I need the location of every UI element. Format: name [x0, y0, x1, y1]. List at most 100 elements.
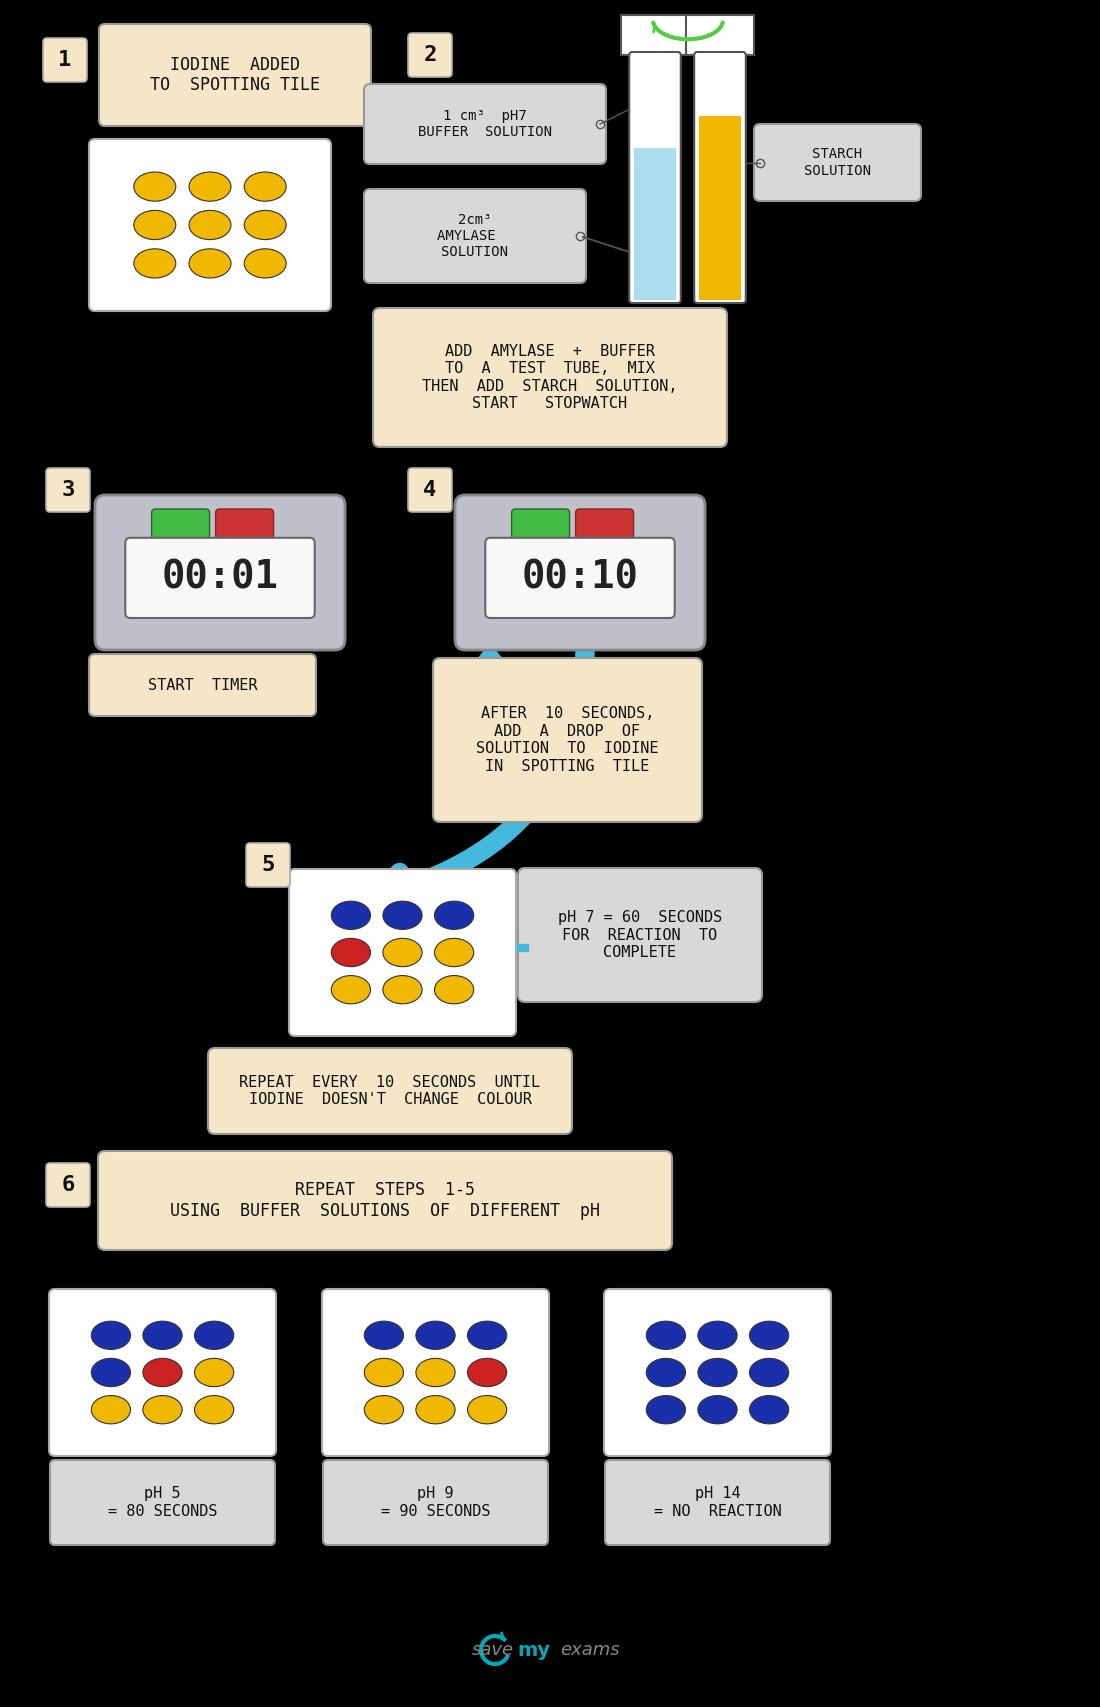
FancyArrowPatch shape — [478, 654, 502, 678]
Text: save: save — [472, 1640, 514, 1659]
Text: pH 9
= 90 SECONDS: pH 9 = 90 SECONDS — [381, 1487, 491, 1519]
Ellipse shape — [143, 1396, 183, 1424]
Bar — [634, 149, 675, 300]
FancyBboxPatch shape — [216, 509, 274, 539]
FancyBboxPatch shape — [364, 189, 586, 283]
Text: 3: 3 — [62, 480, 75, 500]
Text: START  TIMER: START TIMER — [147, 678, 257, 693]
Ellipse shape — [143, 1359, 183, 1386]
FancyBboxPatch shape — [46, 1162, 90, 1207]
FancyBboxPatch shape — [604, 1289, 830, 1456]
FancyBboxPatch shape — [485, 538, 674, 618]
Polygon shape — [620, 15, 690, 55]
FancyBboxPatch shape — [512, 509, 570, 539]
FancyBboxPatch shape — [95, 495, 345, 650]
Ellipse shape — [416, 1359, 455, 1386]
Ellipse shape — [468, 1396, 507, 1424]
Ellipse shape — [134, 172, 176, 201]
FancyBboxPatch shape — [694, 51, 746, 304]
Text: 00:10: 00:10 — [521, 558, 638, 597]
Text: pH 5
= 80 SECONDS: pH 5 = 80 SECONDS — [108, 1487, 218, 1519]
Ellipse shape — [331, 939, 371, 966]
FancyBboxPatch shape — [605, 1459, 830, 1545]
FancyBboxPatch shape — [455, 495, 705, 650]
Ellipse shape — [331, 976, 371, 1004]
Ellipse shape — [189, 210, 231, 239]
Ellipse shape — [434, 901, 474, 929]
Polygon shape — [685, 15, 755, 55]
Ellipse shape — [647, 1359, 685, 1386]
FancyBboxPatch shape — [575, 509, 634, 539]
Text: REPEAT  EVERY  10  SECONDS  UNTIL
IODINE  DOESN'T  CHANGE  COLOUR: REPEAT EVERY 10 SECONDS UNTIL IODINE DOE… — [240, 1075, 540, 1108]
Text: my: my — [517, 1640, 550, 1659]
Ellipse shape — [383, 976, 422, 1004]
Text: pH 7 = 60  SECONDS
FOR  REACTION  TO
COMPLETE: pH 7 = 60 SECONDS FOR REACTION TO COMPLE… — [558, 910, 722, 959]
Text: IODINE  ADDED
TO  SPOTTING TILE: IODINE ADDED TO SPOTTING TILE — [150, 56, 320, 94]
Ellipse shape — [134, 249, 176, 278]
Bar — [700, 116, 741, 300]
Ellipse shape — [749, 1396, 789, 1424]
Ellipse shape — [189, 249, 231, 278]
FancyBboxPatch shape — [89, 138, 331, 311]
FancyBboxPatch shape — [323, 1459, 548, 1545]
FancyBboxPatch shape — [89, 654, 316, 715]
FancyBboxPatch shape — [50, 1459, 275, 1545]
Ellipse shape — [749, 1359, 789, 1386]
Ellipse shape — [364, 1359, 404, 1386]
Ellipse shape — [91, 1359, 131, 1386]
FancyArrowPatch shape — [379, 574, 585, 905]
Ellipse shape — [244, 249, 286, 278]
Ellipse shape — [434, 976, 474, 1004]
FancyBboxPatch shape — [364, 84, 606, 164]
Ellipse shape — [468, 1359, 507, 1386]
Ellipse shape — [697, 1321, 737, 1350]
Ellipse shape — [195, 1321, 233, 1350]
Text: exams: exams — [560, 1640, 619, 1659]
FancyBboxPatch shape — [433, 657, 702, 823]
Ellipse shape — [189, 172, 231, 201]
Ellipse shape — [697, 1396, 737, 1424]
Text: pH 14
= NO  REACTION: pH 14 = NO REACTION — [653, 1487, 781, 1519]
Ellipse shape — [91, 1321, 131, 1350]
Text: 1: 1 — [58, 50, 72, 70]
Ellipse shape — [647, 1321, 685, 1350]
Text: STARCH
SOLUTION: STARCH SOLUTION — [804, 147, 871, 178]
Ellipse shape — [244, 172, 286, 201]
FancyBboxPatch shape — [246, 843, 290, 888]
Text: 2cm³
AMYLASE  
SOLUTION: 2cm³ AMYLASE SOLUTION — [438, 213, 513, 259]
Ellipse shape — [364, 1321, 404, 1350]
FancyBboxPatch shape — [46, 468, 90, 512]
Ellipse shape — [383, 939, 422, 966]
FancyBboxPatch shape — [43, 38, 87, 82]
Text: 5: 5 — [262, 855, 275, 876]
Text: 1 cm³  pH7
BUFFER  SOLUTION: 1 cm³ pH7 BUFFER SOLUTION — [418, 109, 552, 138]
Ellipse shape — [91, 1396, 131, 1424]
Ellipse shape — [383, 901, 422, 929]
Text: 6: 6 — [62, 1174, 75, 1195]
Text: REPEAT  STEPS  1-5
USING  BUFFER  SOLUTIONS  OF  DIFFERENT  pH: REPEAT STEPS 1-5 USING BUFFER SOLUTIONS … — [170, 1181, 600, 1221]
Ellipse shape — [647, 1396, 685, 1424]
Ellipse shape — [468, 1321, 507, 1350]
FancyBboxPatch shape — [408, 468, 452, 512]
FancyBboxPatch shape — [373, 307, 727, 447]
Text: 00:01: 00:01 — [162, 558, 278, 597]
Ellipse shape — [244, 210, 286, 239]
Ellipse shape — [195, 1359, 233, 1386]
Text: 2: 2 — [424, 44, 437, 65]
Ellipse shape — [364, 1396, 404, 1424]
Text: AFTER  10  SECONDS,
ADD  A  DROP  OF
SOLUTION  TO  IODINE
IN  SPOTTING  TILE: AFTER 10 SECONDS, ADD A DROP OF SOLUTION… — [476, 707, 659, 773]
Ellipse shape — [134, 210, 176, 239]
Ellipse shape — [143, 1321, 183, 1350]
Ellipse shape — [416, 1396, 455, 1424]
FancyBboxPatch shape — [152, 509, 210, 539]
FancyBboxPatch shape — [50, 1289, 276, 1456]
FancyBboxPatch shape — [208, 1048, 572, 1133]
FancyBboxPatch shape — [322, 1289, 549, 1456]
FancyBboxPatch shape — [99, 24, 371, 126]
FancyBboxPatch shape — [125, 538, 315, 618]
FancyBboxPatch shape — [518, 867, 762, 1002]
Ellipse shape — [749, 1321, 789, 1350]
Text: ADD  AMYLASE  +  BUFFER
TO  A  TEST  TUBE,  MIX
THEN  ADD  STARCH  SOLUTION,
STA: ADD AMYLASE + BUFFER TO A TEST TUBE, MIX… — [422, 343, 678, 411]
Ellipse shape — [331, 901, 371, 929]
Ellipse shape — [697, 1359, 737, 1386]
